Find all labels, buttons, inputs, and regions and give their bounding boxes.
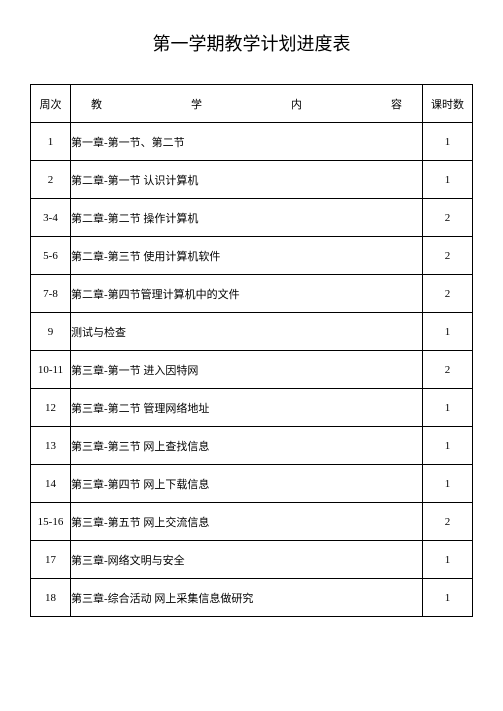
cell-hours: 1 — [423, 465, 473, 503]
cell-content: 第三章-第一节 进入因特网 — [71, 351, 423, 389]
cell-week: 2 — [31, 161, 71, 199]
table-header-row: 周次 教 学 内 容 课时数 — [31, 85, 473, 123]
cell-hours: 1 — [423, 427, 473, 465]
table-row: 10-11 第三章-第一节 进入因特网 2 — [31, 351, 473, 389]
table-row: 9 测试与检查 1 — [31, 313, 473, 351]
table-row: 17 第三章-网络文明与安全 1 — [31, 541, 473, 579]
table-row: 13 第三章-第三节 网上查找信息 1 — [31, 427, 473, 465]
table-row: 5-6 第二章-第三节 使用计算机软件 2 — [31, 237, 473, 275]
cell-hours: 1 — [423, 389, 473, 427]
cell-week: 13 — [31, 427, 71, 465]
cell-hours: 2 — [423, 199, 473, 237]
cell-hours: 1 — [423, 123, 473, 161]
cell-week: 5-6 — [31, 237, 71, 275]
cell-week: 17 — [31, 541, 71, 579]
table-row: 3-4 第二章-第二节 操作计算机 2 — [31, 199, 473, 237]
header-content: 教 学 内 容 — [71, 85, 423, 123]
table-row: 14 第三章-第四节 网上下载信息 1 — [31, 465, 473, 503]
cell-content: 第二章-第一节 认识计算机 — [71, 161, 423, 199]
table-row: 7-8 第二章-第四节管理计算机中的文件 2 — [31, 275, 473, 313]
cell-hours: 2 — [423, 275, 473, 313]
cell-content: 第二章-第三节 使用计算机软件 — [71, 237, 423, 275]
header-hours: 课时数 — [423, 85, 473, 123]
cell-content: 第二章-第二节 操作计算机 — [71, 199, 423, 237]
header-content-char: 内 — [291, 96, 302, 112]
cell-week: 3-4 — [31, 199, 71, 237]
cell-hours: 1 — [423, 579, 473, 617]
cell-content: 第三章-第四节 网上下载信息 — [71, 465, 423, 503]
schedule-table: 周次 教 学 内 容 课时数 1 第一章-第一节、第二节 1 2 第二章-第一节… — [30, 84, 473, 617]
cell-hours: 2 — [423, 351, 473, 389]
cell-content: 第三章-网络文明与安全 — [71, 541, 423, 579]
header-content-char: 教 — [91, 96, 102, 112]
cell-week: 10-11 — [31, 351, 71, 389]
cell-hours: 2 — [423, 503, 473, 541]
header-week: 周次 — [31, 85, 71, 123]
cell-week: 1 — [31, 123, 71, 161]
cell-week: 15-16 — [31, 503, 71, 541]
cell-content: 第一章-第一节、第二节 — [71, 123, 423, 161]
cell-content: 第三章-第二节 管理网络地址 — [71, 389, 423, 427]
cell-content: 第二章-第四节管理计算机中的文件 — [71, 275, 423, 313]
cell-hours: 1 — [423, 541, 473, 579]
cell-hours: 1 — [423, 313, 473, 351]
cell-week: 9 — [31, 313, 71, 351]
cell-week: 18 — [31, 579, 71, 617]
cell-content: 测试与检查 — [71, 313, 423, 351]
cell-week: 7-8 — [31, 275, 71, 313]
table-row: 2 第二章-第一节 认识计算机 1 — [31, 161, 473, 199]
header-content-char: 学 — [191, 96, 202, 112]
header-content-char: 容 — [391, 96, 402, 112]
table-row: 12 第三章-第二节 管理网络地址 1 — [31, 389, 473, 427]
cell-week: 12 — [31, 389, 71, 427]
page-title: 第一学期教学计划进度表 — [30, 30, 473, 56]
cell-content: 第三章-综合活动 网上采集信息做研究 — [71, 579, 423, 617]
table-body: 1 第一章-第一节、第二节 1 2 第二章-第一节 认识计算机 1 3-4 第二… — [31, 123, 473, 617]
table-row: 15-16 第三章-第五节 网上交流信息 2 — [31, 503, 473, 541]
cell-content: 第三章-第五节 网上交流信息 — [71, 503, 423, 541]
cell-content: 第三章-第三节 网上查找信息 — [71, 427, 423, 465]
cell-hours: 1 — [423, 161, 473, 199]
table-row: 1 第一章-第一节、第二节 1 — [31, 123, 473, 161]
cell-week: 14 — [31, 465, 71, 503]
table-row: 18 第三章-综合活动 网上采集信息做研究 1 — [31, 579, 473, 617]
cell-hours: 2 — [423, 237, 473, 275]
